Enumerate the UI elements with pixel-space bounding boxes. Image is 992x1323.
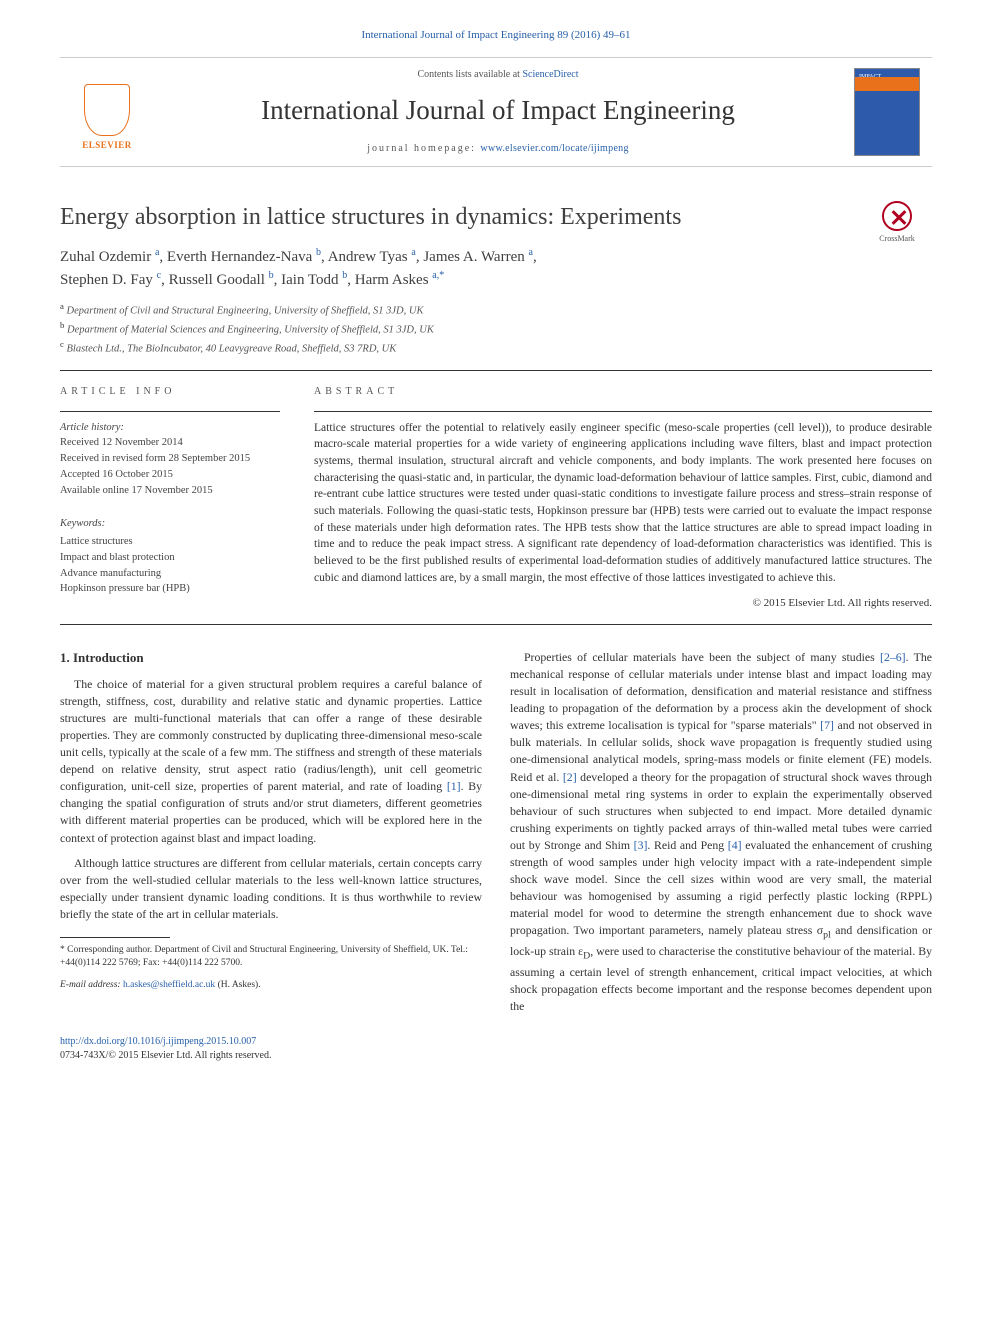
keywords-label: Keywords: <box>60 516 280 532</box>
issn-copyright-line: 0734-743X/© 2015 Elsevier Ltd. All right… <box>60 1050 271 1061</box>
citation-link[interactable]: [4] <box>728 838 742 852</box>
author: Zuhal Ozdemir a <box>60 249 159 265</box>
abstract-column: ABSTRACT Lattice structures offer the po… <box>314 385 932 612</box>
journal-homepage-link[interactable]: www.elsevier.com/locate/ijimpeng <box>480 143 628 154</box>
body-paragraph: The choice of material for a given struc… <box>60 676 482 847</box>
journal-homepage-line: journal homepage: www.elsevier.com/locat… <box>156 142 840 156</box>
keyword: Hopkinson pressure bar (HPB) <box>60 583 190 594</box>
section-heading: 1. Introduction <box>60 649 482 668</box>
citation-link[interactable]: [7] <box>820 718 834 732</box>
masthead-center: Contents lists available at ScienceDirec… <box>156 68 840 156</box>
corresponding-email-link[interactable]: h.askes@sheffield.ac.uk <box>123 980 215 990</box>
footnote-separator <box>60 937 170 938</box>
crossmark-icon <box>882 201 912 231</box>
article-info-label: ARTICLE INFO <box>60 385 280 399</box>
author: Stephen D. Fay c <box>60 272 161 288</box>
citation-link[interactable]: [2] <box>563 770 577 784</box>
affiliation: b Department of Material Sciences and En… <box>60 319 932 338</box>
keyword: Advance manufacturing <box>60 568 161 579</box>
article-info-column: ARTICLE INFO Article history: Received 1… <box>60 385 280 612</box>
footer-identifiers: http://dx.doi.org/10.1016/j.ijimpeng.201… <box>60 1035 932 1063</box>
body-paragraph: Although lattice structures are differen… <box>60 855 482 923</box>
abstract-rule <box>314 411 932 412</box>
rule-bottom <box>60 624 932 625</box>
elsevier-tree-icon <box>84 84 130 136</box>
history-item: Accepted 16 October 2015 <box>60 469 173 480</box>
cover-band <box>855 77 919 91</box>
abstract-text: Lattice structures offer the potential t… <box>314 420 932 587</box>
author: Andrew Tyas a <box>328 249 416 265</box>
email-footnote: E-mail address: h.askes@sheffield.ac.uk … <box>60 979 482 992</box>
keyword: Impact and blast protection <box>60 552 175 563</box>
keyword: Lattice structures <box>60 536 133 547</box>
title-block: CrossMark Energy absorption in lattice s… <box>60 201 932 357</box>
crossmark-badge[interactable]: CrossMark <box>862 201 932 244</box>
journal-name: International Journal of Impact Engineer… <box>156 92 840 130</box>
affiliations: a Department of Civil and Structural Eng… <box>60 300 932 358</box>
history-item: Received in revised form 28 September 20… <box>60 453 250 464</box>
doi-link[interactable]: http://dx.doi.org/10.1016/j.ijimpeng.201… <box>60 1036 256 1047</box>
abstract-copyright: © 2015 Elsevier Ltd. All rights reserved… <box>314 596 932 611</box>
info-rule <box>60 411 280 412</box>
header-citation: International Journal of Impact Engineer… <box>60 28 932 43</box>
homepage-prefix: journal homepage: <box>367 143 480 154</box>
article-title: Energy absorption in lattice structures … <box>60 201 932 235</box>
affiliation: a Department of Civil and Structural Eng… <box>60 300 932 319</box>
author: Iain Todd b <box>281 272 347 288</box>
keywords-block: Keywords: Lattice structures Impact and … <box>60 516 280 597</box>
affiliation: c Blastech Ltd., The BioIncubator, 40 Le… <box>60 338 932 357</box>
abstract-label: ABSTRACT <box>314 385 932 399</box>
citation-link[interactable]: [2–6] <box>880 650 906 664</box>
article-history: Article history: Received 12 November 20… <box>60 420 280 499</box>
history-item: Available online 17 November 2015 <box>60 485 213 496</box>
journal-masthead: ELSEVIER Contents lists available at Sci… <box>60 57 932 167</box>
citation-link[interactable]: [3] <box>634 838 648 852</box>
info-abstract-row: ARTICLE INFO Article history: Received 1… <box>60 385 932 612</box>
contents-available-line: Contents lists available at ScienceDirec… <box>156 68 840 82</box>
history-item: Received 12 November 2014 <box>60 437 183 448</box>
corresponding-footnote: * Corresponding author. Department of Ci… <box>60 944 482 971</box>
history-label: Article history: <box>60 422 124 433</box>
author: Everth Hernandez-Nava b <box>167 249 321 265</box>
email-author: (H. Askes). <box>215 980 260 990</box>
authors-line: Zuhal Ozdemir a, Everth Hernandez-Nava b… <box>60 245 932 292</box>
sciencedirect-link[interactable]: ScienceDirect <box>522 69 578 80</box>
author: Harm Askes a,* <box>355 272 444 288</box>
publisher-logo: ELSEVIER <box>72 73 142 151</box>
body-paragraph: Properties of cellular materials have be… <box>510 649 932 1015</box>
contents-prefix: Contents lists available at <box>417 69 522 80</box>
author: James A. Warren a <box>423 249 533 265</box>
citation-link[interactable]: [1] <box>447 779 461 793</box>
rule-top <box>60 370 932 371</box>
publisher-label: ELSEVIER <box>82 139 132 152</box>
email-label: E-mail address: <box>60 980 123 990</box>
crossmark-label: CrossMark <box>879 234 915 243</box>
article-body: 1. Introduction The choice of material f… <box>60 649 932 1015</box>
journal-cover-thumbnail: IMPACT ENGINEERING <box>854 68 920 156</box>
author: Russell Goodall b <box>169 272 274 288</box>
